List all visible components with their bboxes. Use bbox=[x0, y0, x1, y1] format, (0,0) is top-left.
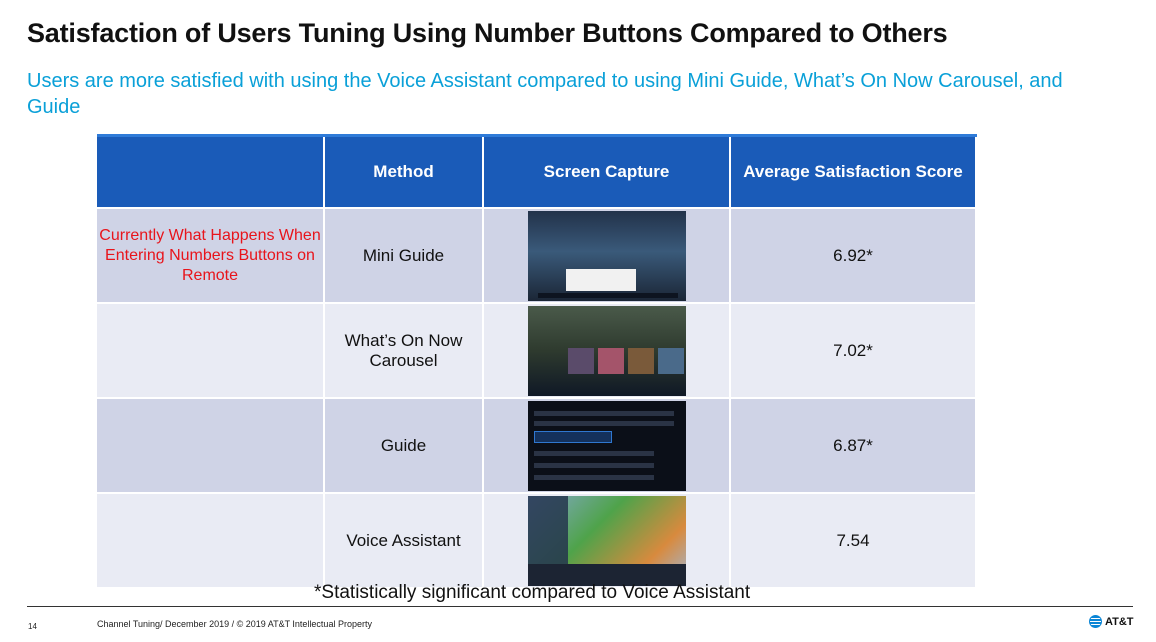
method-cell: Voice Assistant bbox=[324, 492, 484, 587]
footer-divider bbox=[27, 606, 1133, 607]
header-empty bbox=[97, 134, 325, 208]
capture-cell bbox=[483, 492, 731, 587]
slide-subtitle: Users are more satisfied with using the … bbox=[27, 70, 1063, 118]
method-cell: What’s On Now Carousel bbox=[324, 302, 484, 398]
table-row: Currently What Happens When Entering Num… bbox=[97, 207, 977, 303]
footer-text: Channel Tuning/ December 2019 / © 2019 A… bbox=[97, 619, 372, 629]
capture-cell bbox=[483, 397, 731, 493]
header-screen-capture: Screen Capture bbox=[483, 134, 731, 208]
mini-guide-screenshot bbox=[527, 210, 686, 301]
row-note bbox=[97, 302, 325, 398]
page-number: 14 bbox=[28, 622, 37, 631]
footnote: *Statistically significant compared to V… bbox=[314, 582, 751, 603]
row-note bbox=[97, 397, 325, 493]
table-row: Guide 6.87* bbox=[97, 397, 977, 493]
satisfaction-table: Method Screen Capture Average Satisfacti… bbox=[97, 134, 977, 587]
slide-title: Satisfaction of Users Tuning Using Numbe… bbox=[27, 18, 948, 48]
score-cell: 6.92* bbox=[730, 207, 977, 303]
table-row: What’s On Now Carousel 7.02* bbox=[97, 302, 977, 398]
table-row: Voice Assistant 7.54 bbox=[97, 492, 977, 587]
header-method: Method bbox=[324, 134, 484, 208]
att-globe-icon bbox=[1089, 615, 1102, 628]
whats-on-now-carousel-screenshot bbox=[527, 305, 686, 396]
score-cell: 7.02* bbox=[730, 302, 977, 398]
header-score: Average Satisfaction Score bbox=[730, 134, 977, 208]
brand-name: AT&T bbox=[1105, 615, 1134, 628]
guide-screenshot bbox=[527, 400, 686, 491]
brand-logo: AT&T bbox=[1089, 615, 1134, 628]
table-header-row: Method Screen Capture Average Satisfacti… bbox=[97, 134, 977, 208]
score-cell: 7.54 bbox=[730, 492, 977, 587]
capture-cell bbox=[483, 207, 731, 303]
method-cell: Guide bbox=[324, 397, 484, 493]
capture-cell bbox=[483, 302, 731, 398]
row-note: Currently What Happens When Entering Num… bbox=[97, 207, 325, 303]
score-cell: 6.87* bbox=[730, 397, 977, 493]
row-note bbox=[97, 492, 325, 587]
voice-assistant-screenshot bbox=[527, 495, 686, 586]
method-cell: Mini Guide bbox=[324, 207, 484, 303]
